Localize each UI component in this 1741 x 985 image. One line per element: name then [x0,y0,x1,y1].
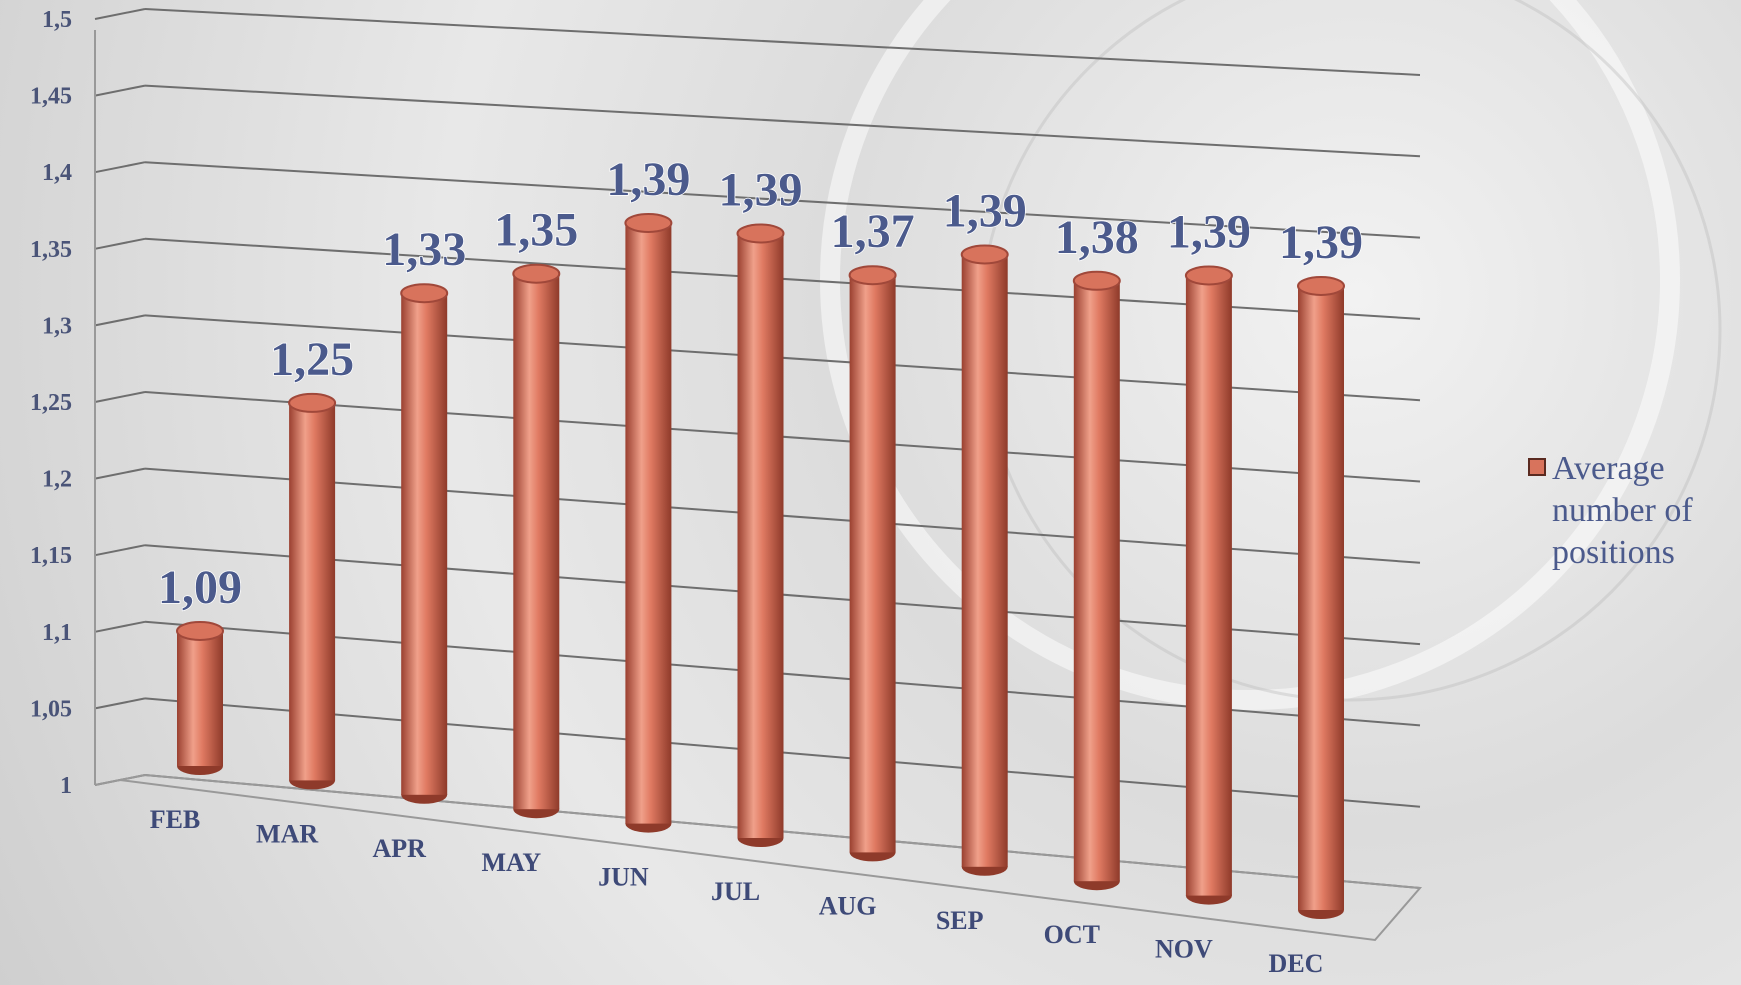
grid-line [94,161,146,174]
data-label: 1,39 [719,164,803,217]
data-label: 1,09 [158,561,242,614]
bar-top [176,621,224,641]
grid-line [94,697,146,710]
y-tick-label: 1,45 [30,84,72,110]
bar [1298,286,1344,910]
grid-line [94,391,146,403]
bar [289,402,336,781]
bar [961,254,1008,867]
floor [94,773,1423,942]
y-tick-label: 1 [60,773,72,799]
y-tick-label: 1,15 [30,543,72,569]
bar-top [1297,276,1345,296]
bar-top [512,263,561,284]
x-tick-label: MAR [256,819,318,848]
x-tick-label: SEP [936,906,984,935]
data-label: 1,39 [1279,216,1363,269]
grid-line [94,84,146,97]
data-label: 1,39 [943,185,1027,238]
grid-line [94,467,146,480]
x-tick-label: JUL [711,877,760,906]
data-label: 1,25 [270,333,354,386]
legend-label: Average number of positions [1552,450,1693,571]
y-tick-label: 1,3 [42,313,72,339]
grid-line [94,620,146,633]
legend-swatch [1528,458,1546,476]
bar [177,631,223,766]
data-label: 1,39 [606,153,690,206]
bar [1185,275,1232,896]
x-tick-label: OCT [1044,920,1100,949]
data-label: 1,39 [1167,206,1251,259]
bar-top [1184,265,1233,286]
bar-top [400,283,449,304]
bar-top [736,223,785,244]
bar [513,273,560,810]
y-tick-label: 1,2 [42,467,72,493]
data-label: 1,38 [1055,211,1139,264]
data-label: 1,33 [382,223,466,276]
bar [625,223,672,824]
y-tick-label: 1,35 [30,237,72,263]
bar [401,293,448,795]
x-tick-label: JUN [598,863,649,892]
bar-top [624,213,673,233]
x-tick-label: NOV [1155,935,1213,964]
y-tick-label: 1,05 [30,696,72,722]
x-tick-label: MAY [481,848,541,877]
y-tick-label: 1,25 [30,390,72,416]
y-tick-label: 1,5 [42,7,72,33]
x-tick-label: AUG [819,891,877,920]
data-label: 1,35 [494,204,578,257]
x-tick-label: DEC [1269,949,1324,978]
y-tick-label: 1,1 [42,620,72,646]
bar [737,233,784,838]
data-label: 1,37 [831,205,915,258]
grid-line [94,314,146,327]
bar-top [848,265,897,286]
grid-line [144,8,1421,76]
bar [849,275,896,853]
grid-line [94,237,146,250]
grid-line [144,161,1421,239]
bar-top [1072,270,1121,291]
decor-ring [820,0,1680,710]
bar-top [288,392,337,413]
x-tick-label: FEB [150,805,201,834]
grid-line [144,84,1421,158]
grid-line [94,8,146,20]
bar [1073,280,1120,882]
x-tick-label: APR [372,834,426,863]
legend: Average number of positions [1528,448,1728,574]
grid-line [94,544,146,557]
y-tick-label: 1,4 [42,160,72,186]
bar-top [960,244,1009,265]
